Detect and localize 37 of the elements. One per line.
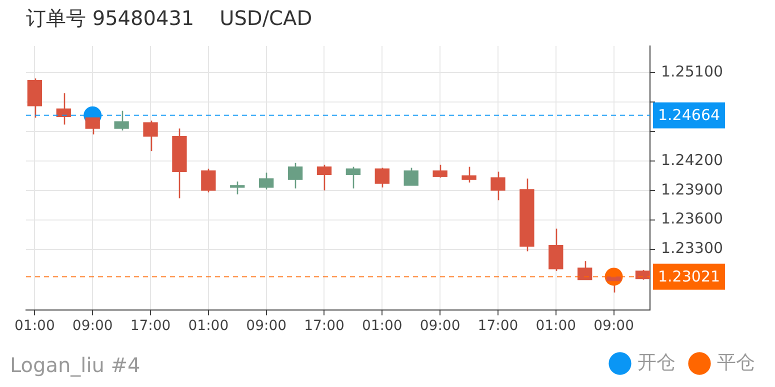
chart-title: 订单号 95480431 USD/CAD bbox=[26, 6, 312, 30]
x-tick-label: 17:00 bbox=[130, 318, 171, 334]
x-tick-label: 09:00 bbox=[246, 318, 287, 334]
x-tick-label: 17:00 bbox=[304, 318, 344, 334]
candlestick bbox=[346, 166, 361, 190]
candlestick bbox=[230, 180, 245, 195]
candlestick bbox=[490, 171, 506, 201]
x-tick-label: 01:00 bbox=[14, 318, 55, 334]
x-tick-label: 01:00 bbox=[536, 318, 576, 334]
y-tick-label: 1.23300 bbox=[661, 239, 724, 258]
ref-line-label: 1.24664 bbox=[658, 106, 720, 124]
text: Logan_liu #4 bbox=[10, 353, 140, 378]
candlestick bbox=[56, 92, 71, 126]
candlestick bbox=[404, 167, 418, 186]
candlestick bbox=[143, 120, 158, 152]
x-tick-label: 01:00 bbox=[362, 318, 402, 334]
x-tick-label: 17:00 bbox=[478, 318, 518, 334]
candlestick bbox=[288, 162, 303, 190]
y-tick-label: 1.25100 bbox=[661, 62, 724, 80]
candlestick bbox=[578, 260, 592, 280]
candlestick bbox=[462, 166, 476, 184]
x-tick-label: 01:00 bbox=[188, 318, 229, 334]
y-tick-label: 1.23600 bbox=[661, 210, 724, 228]
candlestick bbox=[432, 164, 448, 178]
candlestick bbox=[374, 167, 390, 188]
legend-label: 平仓 bbox=[717, 351, 755, 374]
legend-label: 开仓 bbox=[638, 351, 676, 374]
candlestick bbox=[201, 168, 216, 193]
y-tick-label: 1.24200 bbox=[661, 150, 724, 169]
candlestick bbox=[259, 172, 274, 190]
candlestick bbox=[316, 164, 332, 192]
x-tick-label: 09:00 bbox=[420, 318, 460, 334]
candlestick bbox=[114, 110, 129, 132]
ref-line-label: 1.23021 bbox=[658, 268, 720, 286]
x-tick-label: 09:00 bbox=[594, 318, 634, 334]
x-tick-label: 09:00 bbox=[72, 318, 113, 334]
y-tick-label: 1.23900 bbox=[661, 180, 724, 198]
